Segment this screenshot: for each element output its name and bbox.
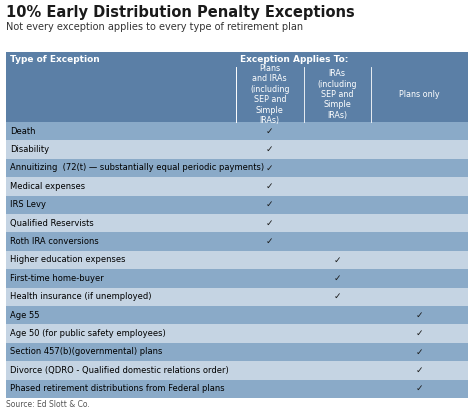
Text: IRAs
(including
SEP and
Simple
IRAs): IRAs (including SEP and Simple IRAs) [317,69,357,120]
Text: Death: Death [10,127,36,136]
Bar [6,122,468,141]
Text: ✓: ✓ [266,200,273,209]
Text: Age 55: Age 55 [10,311,39,320]
Text: Divorce (QDRO - Qualified domestic relations order): Divorce (QDRO - Qualified domestic relat… [10,366,229,375]
Text: Medical expenses: Medical expenses [10,182,85,191]
Text: Phased retirement distributions from Federal plans: Phased retirement distributions from Fed… [10,384,225,393]
Text: ✓: ✓ [416,384,423,393]
Bar [6,324,468,343]
Text: Plans
and IRAs
(including
SEP and
Simple
IRAs): Plans and IRAs (including SEP and Simple… [250,64,290,125]
Text: ✓: ✓ [416,366,423,375]
Text: IRS Levy: IRS Levy [10,200,46,209]
Text: Exception Applies To:: Exception Applies To: [240,55,348,64]
Text: First-time home-buyer: First-time home-buyer [10,274,104,283]
Bar [6,361,468,380]
Text: Plans only: Plans only [399,90,439,99]
Bar [6,177,468,196]
Bar [6,67,236,122]
Bar [236,67,303,122]
Text: Source: Ed Slott & Co.: Source: Ed Slott & Co. [6,400,90,409]
Bar [6,306,468,324]
Text: ✓: ✓ [266,145,273,154]
Bar [6,343,468,361]
Text: Disability: Disability [10,145,49,154]
Bar [6,288,468,306]
Text: Qualified Reservists: Qualified Reservists [10,219,94,228]
Text: ✓: ✓ [266,182,273,191]
Text: 10% Early Distribution Penalty Exceptions: 10% Early Distribution Penalty Exception… [6,5,355,20]
Text: ✓: ✓ [333,292,341,301]
Bar [6,196,468,214]
Bar [6,141,468,159]
Text: ✓: ✓ [266,164,273,173]
Text: ✓: ✓ [416,329,423,338]
Text: Roth IRA conversions: Roth IRA conversions [10,237,99,246]
Text: ✓: ✓ [266,219,273,228]
Bar [6,159,468,177]
Text: ✓: ✓ [266,127,273,136]
Bar [6,232,468,251]
Text: Health insurance (if unemployed): Health insurance (if unemployed) [10,292,152,301]
Text: Type of Exception: Type of Exception [10,55,100,64]
Bar [6,214,468,232]
Bar [371,67,468,122]
Text: Age 50 (for public safety employees): Age 50 (for public safety employees) [10,329,166,338]
Text: Annuitizing  (72(t) — substantially equal periodic payments): Annuitizing (72(t) — substantially equal… [10,164,264,173]
Text: ✓: ✓ [266,237,273,246]
Bar [6,52,236,67]
Bar [236,52,468,67]
Bar [6,269,468,288]
Text: ✓: ✓ [333,274,341,283]
Text: ✓: ✓ [416,311,423,320]
Text: ✓: ✓ [333,256,341,265]
Text: Not every exception applies to every type of retirement plan: Not every exception applies to every typ… [6,22,303,32]
Bar [6,380,468,398]
Text: ✓: ✓ [416,347,423,356]
Text: Higher education expenses: Higher education expenses [10,256,126,265]
Bar [303,67,371,122]
Text: Section 457(b)(governmental) plans: Section 457(b)(governmental) plans [10,347,163,356]
Bar [6,251,468,269]
